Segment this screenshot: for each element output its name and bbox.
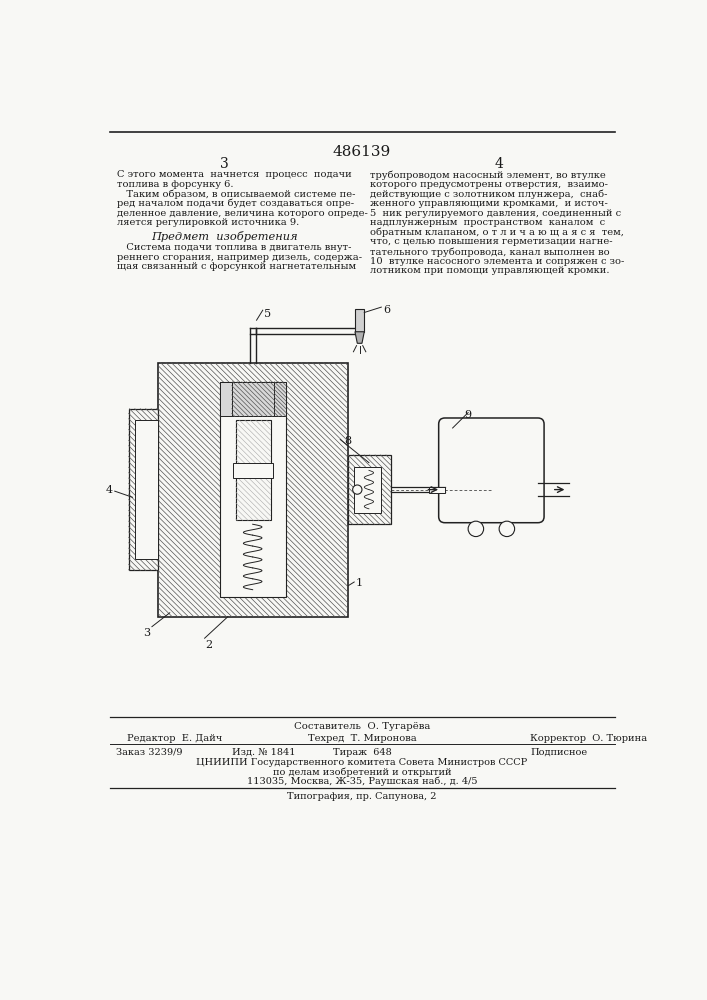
Text: 3: 3	[220, 157, 228, 171]
Text: что, с целью повышения герметизации нагне-: что, с целью повышения герметизации нагн…	[370, 237, 612, 246]
Polygon shape	[355, 332, 364, 343]
Text: 113035, Москва, Ж-35, Раушская наб., д. 4/5: 113035, Москва, Ж-35, Раушская наб., д. …	[247, 777, 477, 786]
Bar	[348, 455, 391, 524]
Text: Типография, пр. Сапунова, 2: Типография, пр. Сапунова, 2	[287, 792, 437, 801]
Text: обратным клапаном, о т л и ч а ю щ а я с я  тем,: обратным клапаном, о т л и ч а ю щ а я с…	[370, 228, 624, 237]
Text: женного управляющими кромками,  и источ-: женного управляющими кромками, и источ-	[370, 199, 607, 208]
Text: трубопроводом насосный элемент, во втулке: трубопроводом насосный элемент, во втулк…	[370, 170, 605, 180]
Text: 486139: 486139	[333, 145, 391, 159]
Text: надплунжерным  пространством  каналом  с: надплунжерным пространством каналом с	[370, 218, 604, 227]
Text: тательного трубопровода, канал выполнен во: тательного трубопровода, канал выполнен …	[370, 247, 609, 257]
Bar	[274, 382, 286, 416]
Text: 2: 2	[205, 640, 212, 650]
Bar	[129, 409, 158, 570]
Text: 8: 8	[344, 436, 351, 446]
Text: Составитель  О. Тугарёва: Составитель О. Тугарёва	[294, 722, 430, 731]
Text: Система подачи топлива в двигатель внут-: Система подачи топлива в двигатель внут-	[117, 243, 351, 252]
Text: топлива в форсунку 6.: топлива в форсунку 6.	[117, 180, 233, 189]
Text: реннего сгорания, например дизель, содержа-: реннего сгорания, например дизель, содер…	[117, 253, 362, 262]
Text: Корректор  О. Тюрина: Корректор О. Тюрина	[530, 734, 648, 743]
Circle shape	[353, 485, 362, 494]
Text: Тираж  648: Тираж 648	[332, 748, 392, 757]
Bar	[235, 420, 271, 520]
Text: деленное давление, величина которого опреде-: деленное давление, величина которого опр…	[117, 209, 368, 218]
Text: 4: 4	[495, 157, 503, 171]
Text: по делам изобретений и открытий: по делам изобретений и открытий	[273, 768, 451, 777]
Text: лотником при помощи управляющей кромки.: лотником при помощи управляющей кромки.	[370, 266, 609, 275]
Text: 5: 5	[264, 309, 271, 319]
Bar	[355, 309, 364, 332]
Text: 9: 9	[464, 410, 472, 420]
Text: Техред  Т. Миронова: Техред Т. Миронова	[308, 734, 416, 743]
Text: 4: 4	[106, 485, 113, 495]
Text: ред началом подачи будет создаваться опре-: ред началом подачи будет создаваться опр…	[117, 199, 354, 208]
Text: 5  ник регулируемого давления, соединенный с: 5 ник регулируемого давления, соединенны…	[370, 209, 621, 218]
Text: ЦНИИПИ Государственного комитета Совета Министров СССР: ЦНИИПИ Государственного комитета Совета …	[197, 758, 527, 767]
Bar	[232, 382, 274, 416]
Text: щая связанный с форсункой нагнетательным: щая связанный с форсункой нагнетательным	[117, 262, 356, 271]
Text: С этого момента  начнется  процесс  подачи: С этого момента начнется процесс подачи	[117, 170, 352, 179]
Text: 3: 3	[143, 628, 150, 638]
Text: действующие с золотником плунжера,  снаб-: действующие с золотником плунжера, снаб-	[370, 189, 607, 199]
Circle shape	[499, 521, 515, 537]
Bar	[354, 466, 381, 513]
FancyBboxPatch shape	[438, 418, 544, 523]
Text: Подписное: Подписное	[530, 748, 588, 757]
Bar	[135, 420, 158, 559]
Text: 1: 1	[356, 578, 363, 588]
Text: ляется регулировкой источника 9.: ляется регулировкой источника 9.	[117, 218, 299, 227]
Bar	[220, 382, 232, 416]
Bar	[233, 463, 273, 478]
Text: Редактор  Е. Дайч: Редактор Е. Дайч	[127, 734, 223, 743]
Text: которого предусмотрены отверстия,  взаимо-: которого предусмотрены отверстия, взаимо…	[370, 180, 608, 189]
Text: 10  втулке насосного элемента и сопряжен с зо-: 10 втулке насосного элемента и сопряжен …	[370, 257, 624, 266]
Text: Заказ 3239/9: Заказ 3239/9	[115, 748, 182, 757]
Text: 6: 6	[383, 305, 390, 315]
Bar	[158, 363, 348, 617]
Bar	[429, 487, 445, 493]
Text: Предмет  изобретения: Предмет изобретения	[151, 231, 298, 242]
Text: Изд. № 1841: Изд. № 1841	[232, 748, 296, 757]
Circle shape	[468, 521, 484, 537]
Text: Таким образом, в описываемой системе пе-: Таким образом, в описываемой системе пе-	[117, 189, 356, 199]
Bar	[220, 382, 286, 597]
